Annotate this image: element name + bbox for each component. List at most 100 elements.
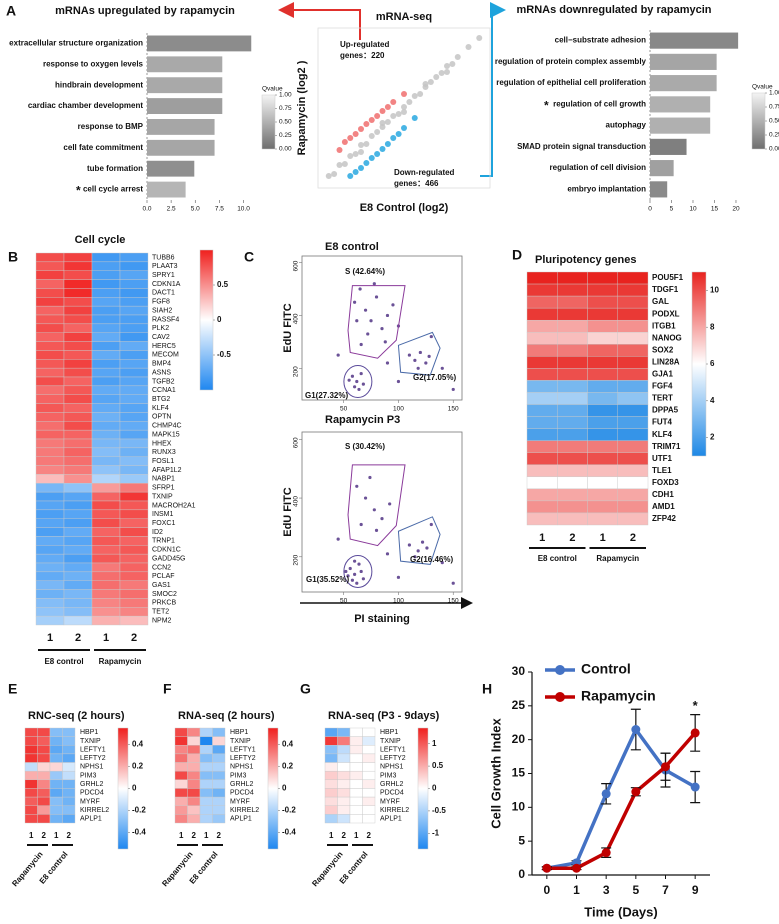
gate-label: G1(35.52%) <box>306 575 349 584</box>
heat-cell <box>35 341 65 351</box>
row-label: PODXL <box>652 309 680 318</box>
heat-cell <box>349 770 363 781</box>
colorbar-tick-label: -0.5 <box>432 806 446 815</box>
y-tick-label: 200 <box>293 366 300 377</box>
x-tick-label: 100 <box>393 598 404 605</box>
point <box>396 379 401 384</box>
heat-cell <box>119 385 149 395</box>
heat-cell <box>349 753 363 763</box>
heat-cell <box>91 332 121 342</box>
heat-cell <box>526 416 558 429</box>
row-label: ID2 <box>152 529 163 536</box>
heat-cell <box>119 580 149 590</box>
bar <box>650 53 717 70</box>
heat-cell <box>199 779 213 789</box>
heat-cell <box>35 615 65 626</box>
heat-cell <box>63 465 93 475</box>
heat-cell <box>49 779 63 789</box>
gate <box>347 285 406 359</box>
heat-cell <box>587 319 618 333</box>
heat-cell <box>324 779 338 789</box>
heat-cell <box>63 589 93 599</box>
point <box>369 319 373 323</box>
point <box>353 559 357 563</box>
point <box>353 572 357 576</box>
y-tick-label: 600 <box>293 437 300 448</box>
heat-cell <box>62 805 76 815</box>
heat-cell <box>119 270 149 280</box>
point <box>420 540 425 544</box>
heat-cell <box>557 332 588 345</box>
heat-cell <box>24 745 38 755</box>
x-tick-label: 2.5 <box>167 206 176 213</box>
colorbar-tick-label: 0 <box>217 315 222 324</box>
row-label: NABP1 <box>152 476 175 483</box>
category-label: response to oxygen levels <box>43 59 144 68</box>
panel-label: A <box>6 3 16 19</box>
heat-cell <box>557 344 588 357</box>
chart-title: mRNAs downregulated by rapamycin <box>517 4 712 16</box>
heat-cell <box>63 252 93 263</box>
row-label: MYRF <box>380 798 400 805</box>
heat-cell <box>35 562 65 573</box>
heat-cell <box>617 500 649 514</box>
heat-cell <box>587 476 618 490</box>
category-label: tube formation <box>87 164 143 173</box>
heat-cell <box>119 491 149 502</box>
point <box>355 484 359 488</box>
heat-cell <box>63 580 93 590</box>
row-label: FUT4 <box>652 418 673 427</box>
heat-cell <box>119 527 149 537</box>
heat-cell <box>35 518 65 528</box>
heat-cell <box>362 753 376 763</box>
heat-cell <box>587 332 618 345</box>
colorbar <box>417 727 429 850</box>
heat-cell <box>526 271 558 285</box>
heat-cell <box>617 283 649 297</box>
heat-cell <box>63 553 93 564</box>
heat-cell <box>91 341 121 351</box>
row-label: NPHS1 <box>80 764 103 771</box>
heat-cell <box>24 796 38 806</box>
y-tick-label: 200 <box>293 554 300 565</box>
group-label: Rapamycin <box>99 657 142 666</box>
heat-cell <box>119 359 149 369</box>
point <box>336 353 340 357</box>
heat-cell <box>35 261 65 271</box>
colorbar <box>751 92 766 150</box>
heat-cell <box>119 252 149 263</box>
heat-cell <box>526 488 558 502</box>
line <box>546 726 697 870</box>
heat-cell <box>526 307 558 321</box>
point <box>325 173 332 179</box>
heat-cell <box>91 279 121 289</box>
heat-cell <box>62 796 76 806</box>
heat-cell <box>63 367 93 378</box>
heat-cell <box>337 814 351 824</box>
heat-cell <box>119 438 149 449</box>
column-label: 2 <box>630 532 636 544</box>
heat-cell <box>587 380 618 393</box>
heat-cell <box>557 488 588 502</box>
group-label: E8 control <box>44 657 83 666</box>
heat-cell <box>35 385 65 395</box>
heat-cell <box>49 762 63 772</box>
heat-cell <box>526 380 558 393</box>
heat-cell <box>63 421 93 431</box>
heat-cell <box>526 319 558 333</box>
down-arrow <box>480 2 506 177</box>
annotation: Up-regulated <box>340 40 389 49</box>
point <box>427 79 434 85</box>
heat-cell <box>557 512 588 526</box>
heat-cell <box>63 279 93 289</box>
y-axis-label: EdU FITC <box>282 303 294 353</box>
heat-cell <box>617 319 649 333</box>
row-label: SPRY1 <box>152 272 175 279</box>
heat-cell <box>91 421 121 431</box>
heat-cell <box>35 589 65 599</box>
heat-cell <box>62 788 76 798</box>
heat-cell <box>337 770 351 781</box>
column-label: 2 <box>569 532 575 544</box>
group-label: E8 control <box>538 554 577 563</box>
point <box>411 93 418 99</box>
